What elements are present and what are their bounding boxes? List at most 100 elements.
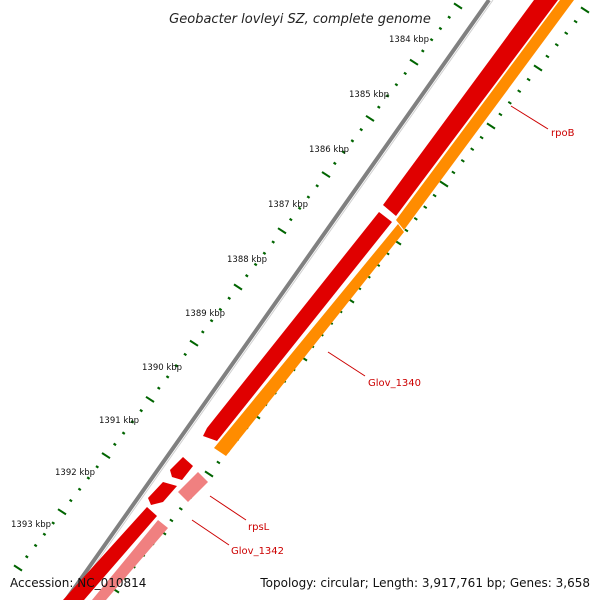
gene-label-rpsL-group: rpsL bbox=[209, 495, 270, 533]
inner-tick bbox=[423, 205, 428, 210]
ruler-tick bbox=[332, 161, 337, 166]
ruler-label: 1390 kbp bbox=[142, 363, 182, 373]
ruler-tick bbox=[403, 71, 408, 76]
ruler-tick bbox=[218, 307, 223, 312]
gene-label-rpsL: rpsL bbox=[248, 522, 270, 533]
ruler-tick bbox=[86, 476, 91, 480]
ruler-tick bbox=[262, 251, 267, 255]
ruler-label: 1384 kbp bbox=[389, 35, 429, 45]
ruler-tick bbox=[409, 58, 419, 66]
ruler-tick bbox=[365, 114, 375, 122]
cds-rpoB-forward bbox=[396, 0, 574, 230]
inner-tick bbox=[580, 6, 590, 14]
inner-tick bbox=[432, 193, 437, 198]
inner-tick bbox=[573, 19, 578, 24]
cds-rpoB-reverse bbox=[383, 0, 558, 216]
inner-tick bbox=[178, 506, 183, 511]
cds-glov1340-forward bbox=[214, 224, 404, 456]
inner-tick bbox=[517, 89, 522, 94]
ruler-tick bbox=[420, 49, 425, 53]
ruler-tick bbox=[165, 375, 170, 379]
cds-glov1342-light bbox=[92, 520, 168, 600]
ruler-tick bbox=[394, 82, 399, 87]
inner-tick bbox=[404, 228, 409, 233]
genome-summary: Topology: circular; Length: 3,917,761 bp… bbox=[259, 576, 590, 590]
inner-tick bbox=[479, 135, 484, 140]
leader-line-glov1340 bbox=[327, 351, 366, 377]
ruler-tick bbox=[438, 26, 443, 31]
inner-tick bbox=[498, 112, 503, 117]
gene-label-glov1342-group: Glov_1342 bbox=[191, 519, 284, 557]
ruler-tick bbox=[321, 171, 331, 179]
inner-tick bbox=[169, 518, 174, 523]
inner-tick bbox=[533, 64, 543, 72]
ruler-tick bbox=[315, 184, 320, 188]
cds-glov1342-reverse bbox=[148, 482, 177, 505]
inner-tick bbox=[526, 77, 531, 82]
ruler-tick bbox=[51, 521, 56, 525]
inner-tick bbox=[451, 170, 456, 175]
ruler-tick bbox=[112, 442, 117, 447]
ruler-tick bbox=[233, 283, 243, 291]
ruler-labels: 1384 kbp 1385 kbp 1386 kbp 1387 kbp 1388 kbp… bbox=[11, 35, 429, 530]
backbone-highlight bbox=[69, 0, 494, 600]
ruler-tick bbox=[68, 498, 73, 503]
cds-forward-track bbox=[214, 0, 574, 456]
ruler-tick bbox=[277, 227, 287, 235]
ruler-label: 1388 kbp bbox=[227, 255, 267, 265]
cds-lower-reverse bbox=[63, 507, 157, 600]
ruler-tick bbox=[306, 195, 311, 199]
ruler-tick bbox=[156, 386, 161, 390]
ruler-tick bbox=[453, 2, 463, 10]
inner-tick bbox=[564, 31, 569, 36]
ruler-tick bbox=[385, 94, 390, 98]
inner-tick bbox=[204, 470, 214, 478]
ruler-tick bbox=[244, 274, 249, 278]
ruler-tick bbox=[447, 15, 452, 19]
gene-label-glov1340-group: Glov_1340 bbox=[327, 351, 421, 389]
ruler-tick bbox=[297, 206, 302, 211]
ruler-tick bbox=[77, 487, 82, 492]
ruler-label: 1387 kbp bbox=[268, 200, 308, 210]
inner-tick bbox=[486, 122, 496, 130]
cds-reverse-track bbox=[63, 0, 558, 600]
inner-tick bbox=[439, 180, 449, 188]
ruler-tick bbox=[145, 395, 155, 403]
ruler-label: 1393 kbp bbox=[11, 520, 51, 530]
inner-tick bbox=[507, 100, 512, 105]
cds-light-track bbox=[92, 472, 208, 600]
ruler-tick bbox=[429, 38, 434, 42]
ruler-tick bbox=[253, 262, 258, 267]
ruler-tick bbox=[13, 564, 23, 572]
ruler-tick bbox=[33, 543, 38, 548]
ruler-label: 1389 kbp bbox=[185, 309, 225, 319]
ruler-dots bbox=[13, 2, 463, 572]
ruler-tick bbox=[341, 150, 346, 154]
leader-line-glov1342 bbox=[191, 519, 230, 546]
ruler-tick bbox=[95, 465, 100, 469]
inner-tick bbox=[413, 216, 418, 221]
gene-label-rpoB: rpoB bbox=[551, 128, 575, 139]
ruler-tick bbox=[189, 339, 199, 347]
inner-tick bbox=[470, 147, 475, 152]
inner-tick bbox=[554, 42, 559, 47]
accession-label: Accession: NC_010814 bbox=[10, 576, 146, 590]
cds-rpsL-light bbox=[178, 472, 208, 502]
ruler-tick bbox=[42, 532, 47, 536]
ruler-tick bbox=[139, 408, 144, 413]
gene-label-rpoB-group: rpoB bbox=[510, 105, 575, 139]
ruler-label: 1392 kbp bbox=[55, 468, 95, 478]
ruler-tick bbox=[200, 330, 205, 334]
leader-line-rpoB bbox=[510, 105, 549, 130]
ruler-tick bbox=[271, 240, 276, 244]
leader-line-rpsL bbox=[209, 495, 247, 521]
ruler-tick bbox=[376, 105, 381, 109]
ruler-label: 1386 kbp bbox=[309, 145, 349, 155]
ruler-tick bbox=[359, 127, 364, 132]
ruler-tick bbox=[174, 363, 179, 368]
inner-tick bbox=[545, 54, 550, 59]
inner-tick bbox=[460, 158, 465, 163]
ruler-tick bbox=[350, 139, 355, 143]
gene-label-glov1342: Glov_1342 bbox=[231, 546, 284, 557]
